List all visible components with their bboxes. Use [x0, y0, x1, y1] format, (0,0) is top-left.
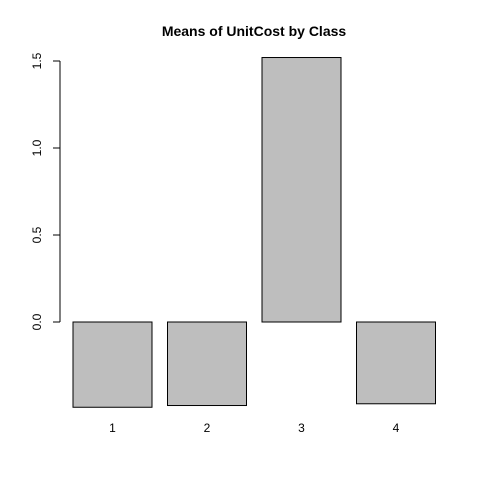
y-tick-label: 1.5 [30, 52, 44, 69]
x-axis-labels: 1 2 3 4 [109, 421, 400, 435]
x-tick-label: 2 [204, 421, 211, 435]
y-tick-label: 0.0 [30, 313, 44, 330]
chart-title: Means of UnitCost by Class [162, 23, 347, 39]
y-axis: 0.0 0.5 1.0 1.5 [30, 52, 61, 330]
bar-1 [72, 321, 153, 408]
bars [72, 57, 436, 408]
x-tick-label: 1 [109, 421, 116, 435]
bar-3 [261, 57, 342, 323]
bar-2 [167, 321, 247, 407]
y-tick-label: 0.5 [30, 226, 44, 243]
x-tick-label: 4 [393, 421, 400, 435]
y-tick-label: 1.0 [30, 139, 44, 156]
bar-4 [356, 321, 436, 405]
x-tick-label: 3 [298, 421, 305, 435]
